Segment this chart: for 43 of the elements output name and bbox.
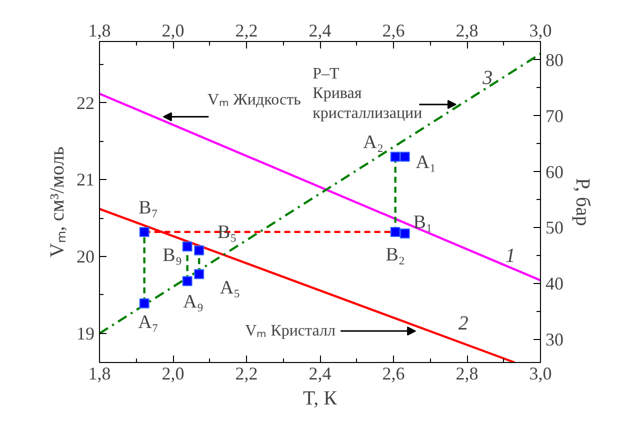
annotation: 1: [505, 244, 516, 267]
x-tick-label: 2,8: [456, 20, 478, 40]
annotation: 3: [482, 66, 493, 89]
x-tick-label: 2,0: [162, 20, 184, 40]
annotation: A₁: [416, 152, 436, 174]
annotation: B₉: [162, 245, 182, 266]
y2-tick-label: 40: [546, 274, 564, 294]
annotation: B₁: [413, 212, 433, 233]
x-tick-label: 2,2: [235, 20, 258, 40]
y-tick-label: 20: [76, 246, 94, 267]
annotation: B₇: [138, 197, 158, 218]
x2-tick-label: 1,8: [88, 364, 111, 384]
annotation: B₂: [386, 244, 405, 266]
y-tick-label: 21: [76, 170, 94, 190]
annotation: P–T Кривая кристаллизации: [312, 66, 423, 122]
x-tick-label: 3,0: [529, 20, 552, 40]
y2-axis-title: P, бар: [572, 178, 594, 226]
annotation: B₅: [217, 222, 237, 243]
x-axis-title: T, К: [302, 388, 338, 410]
x-tick-label: 2,6: [382, 20, 405, 40]
annotation: Vₘ Кристалл: [245, 322, 336, 340]
y2-tick-label: 50: [546, 218, 564, 238]
y2-tick-label: 60: [546, 162, 564, 182]
y2-tick-label: 30: [546, 330, 564, 350]
annotation: Vₘ Жидкость: [208, 91, 301, 108]
annotation: A₂: [363, 132, 384, 154]
x2-tick-label: 2,0: [162, 364, 184, 384]
y-tick-label: 19: [76, 323, 94, 344]
x2-tick-label: 3,0: [529, 364, 552, 384]
y-axis-title: Vₘ, см³/моль: [46, 146, 68, 258]
x2-tick-label: 2,6: [382, 364, 405, 384]
annotation: 2: [458, 312, 468, 335]
annotation: A₇: [138, 312, 159, 333]
annotation: A₅: [220, 278, 240, 299]
y2-tick-label: 70: [546, 106, 564, 126]
y2-tick-label: 80: [546, 50, 564, 70]
x-tick-label: 2,4: [308, 20, 332, 40]
x2-tick-label: 2,8: [456, 364, 478, 384]
y-tick-label: 22: [76, 92, 94, 113]
x2-tick-label: 2,4: [308, 364, 332, 384]
x2-tick-label: 2,2: [235, 364, 258, 384]
x-tick-label: 1,8: [88, 20, 111, 40]
annotation: A₉: [183, 292, 204, 313]
